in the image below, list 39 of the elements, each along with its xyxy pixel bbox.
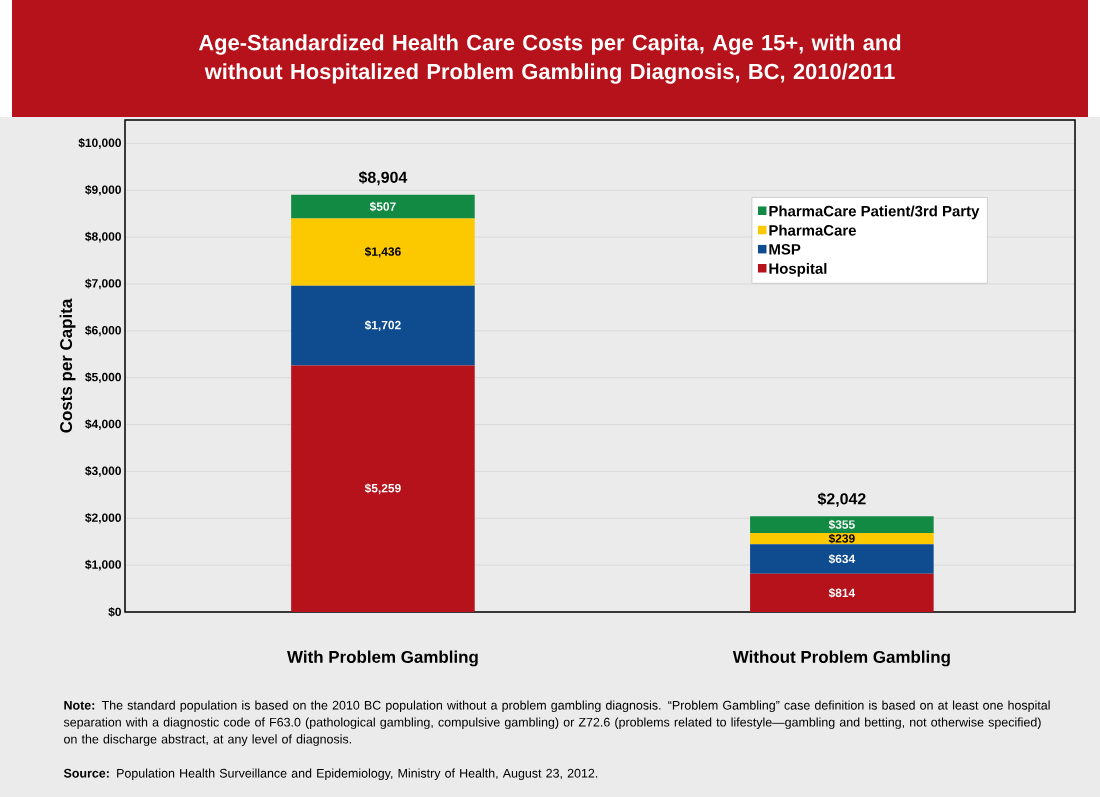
y-tick-label: $8,000	[85, 231, 121, 243]
total-label: $2,042	[817, 492, 866, 507]
y-tick-label: $0	[108, 607, 121, 617]
text: Note: The standard population is based on the 2010 BC population without a problem gambling diagnosis. “Problem Gambling” case definition is based on at least one hospital separation with a diagnostic code of F63.0 (pathological gambling, compulsive gambling) or Z72.6 (problems related to lifestyle—gambling and betting, not otherwise specified) on the discharge abstract, at any level of diagnosis.	[63, 700, 1050, 746]
y-tick-label: $10,000	[78, 138, 121, 149]
data-label: $814	[828, 588, 856, 598]
x-tick-label: With Problem Gambling	[287, 650, 478, 667]
y-tick-label: $4,000	[85, 419, 121, 430]
bar	[291, 194, 475, 219]
data-label: $239	[828, 533, 855, 544]
bar	[750, 532, 934, 545]
y-tick-label: $7,000	[85, 278, 121, 290]
y-tick-label: $6,000	[85, 325, 121, 337]
data-label: $355	[828, 519, 855, 530]
data-label: $634	[828, 554, 856, 564]
y-axis-title: Costs per Capita	[59, 298, 76, 433]
data-label: $5,259	[364, 483, 401, 495]
bar	[750, 516, 934, 533]
legend-label: Hospital	[769, 262, 827, 277]
y-tick-label: $3,000	[85, 466, 121, 477]
data-label: $1,436	[364, 246, 401, 258]
x-tick-label: Without Problem Gambling	[732, 650, 950, 667]
legend-label: PharmaCare	[769, 224, 856, 236]
y-tick-label: $2,000	[85, 512, 121, 524]
data-label: $1,702	[364, 320, 401, 332]
y-tick-label: $1,000	[85, 559, 121, 571]
legend-label: PharmaCare Patient/3rd Party	[769, 205, 980, 220]
y-tick-label: $9,000	[85, 184, 121, 196]
y-tick-label: $5,000	[85, 372, 121, 384]
text: Source: Population Health Surveillance and Epidemiology, Ministry of Health, August 23, 2012.	[63, 768, 598, 781]
bar	[291, 218, 475, 286]
chart-title: Age-Standardized Health Care Costs per Capita, Age 15+, with and without Hospitalized Problem Gambling Diagnosis, BC, 2010/2011	[198, 34, 901, 84]
bar	[750, 544, 934, 574]
legend-label: MSP	[769, 244, 801, 255]
bar	[291, 365, 475, 612]
data-label: $507	[369, 201, 396, 212]
total-label: $8,904	[358, 170, 408, 186]
bar	[750, 573, 934, 612]
bar	[291, 285, 475, 366]
